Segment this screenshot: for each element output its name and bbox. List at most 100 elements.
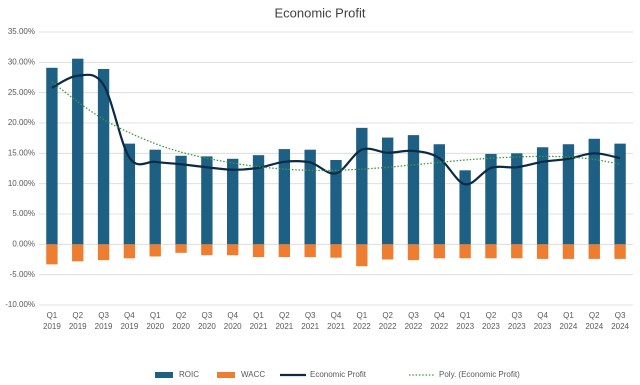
- x-tick-label: 2022: [353, 322, 371, 331]
- bar: [614, 244, 626, 259]
- chart-title: Economic Profit: [274, 5, 365, 20]
- y-tick-label: 30.00%: [8, 57, 35, 66]
- x-tick-label: 2023: [482, 322, 500, 331]
- bar: [459, 244, 471, 259]
- y-tick-label: 25.00%: [8, 88, 35, 97]
- y-tick-label: 5.00%: [12, 209, 35, 218]
- x-tick-label: Q4: [537, 311, 548, 320]
- x-tick-label: Q1: [563, 311, 574, 320]
- x-tick-label: 2022: [405, 322, 423, 331]
- bar: [562, 144, 575, 245]
- bar: [381, 137, 394, 245]
- x-tick-label: 2019: [43, 322, 61, 331]
- x-tick-label: Q1: [47, 311, 58, 320]
- x-tick-label: Q4: [227, 311, 238, 320]
- bar: [304, 149, 316, 245]
- legend-label: ROIC: [179, 370, 199, 379]
- bar: [485, 153, 497, 245]
- bar: [175, 244, 187, 253]
- bar: [381, 244, 394, 260]
- bar: [97, 69, 110, 245]
- bar: [356, 127, 368, 245]
- x-tick-label: Q2: [589, 311, 600, 320]
- x-tick-label: 2019: [95, 322, 113, 331]
- bar: [175, 155, 187, 245]
- x-tick-label: Q3: [305, 311, 316, 320]
- legend-swatch: [217, 372, 235, 378]
- y-tick-label: -5.00%: [10, 270, 35, 279]
- bar: [614, 143, 626, 245]
- bar: [123, 143, 136, 245]
- x-tick-label: 2019: [69, 322, 87, 331]
- bar: [201, 244, 213, 256]
- x-tick-label: 2023: [508, 322, 526, 331]
- bar: [72, 58, 84, 245]
- x-tick-label: Q1: [150, 311, 161, 320]
- x-tick-label: 2021: [250, 322, 268, 331]
- x-tick-label: Q3: [408, 311, 419, 320]
- x-tick-label: Q3: [511, 311, 522, 320]
- bar: [46, 67, 58, 245]
- x-tick-label: 2020: [146, 322, 164, 331]
- bar: [536, 244, 549, 259]
- bar: [536, 147, 549, 245]
- bar: [330, 244, 342, 258]
- bar: [433, 144, 445, 245]
- x-tick-label: Q2: [279, 311, 290, 320]
- bar: [201, 156, 213, 245]
- bar: [123, 244, 136, 259]
- bar: [227, 244, 239, 256]
- bar: [588, 138, 600, 245]
- bar: [227, 158, 239, 245]
- x-tick-label: 2022: [430, 322, 448, 331]
- bar: [407, 244, 420, 261]
- y-tick-label: 10.00%: [8, 179, 35, 188]
- bar: [278, 149, 291, 245]
- x-tick-label: 2021: [327, 322, 345, 331]
- y-tick-label: 15.00%: [8, 148, 35, 157]
- x-tick-label: 2020: [172, 322, 190, 331]
- x-tick-label: Q3: [98, 311, 109, 320]
- line: [51, 73, 621, 186]
- bar: [278, 244, 291, 258]
- x-tick-label: 2024: [585, 322, 603, 331]
- bar: [588, 244, 600, 259]
- x-tick-label: 2024: [611, 322, 629, 331]
- x-tick-label: Q4: [434, 311, 445, 320]
- bar: [511, 153, 523, 245]
- x-tick-label: 2023: [456, 322, 474, 331]
- legend-swatch: [155, 372, 173, 378]
- x-tick-label: Q3: [202, 311, 213, 320]
- x-tick-label: Q1: [253, 311, 264, 320]
- legend-label: Poly. (Economic Profit): [439, 370, 520, 379]
- bar: [330, 160, 342, 245]
- legend-label: Economic Profit: [310, 370, 367, 379]
- x-tick-label: Q1: [356, 311, 367, 320]
- x-tick-label: Q2: [176, 311, 187, 320]
- y-tick-label: 35.00%: [8, 27, 35, 36]
- bar: [149, 244, 161, 257]
- bar: [433, 244, 445, 259]
- x-tick-label: Q2: [382, 311, 393, 320]
- bar: [562, 244, 575, 259]
- x-tick-label: Q4: [331, 311, 342, 320]
- x-tick-label: Q4: [124, 311, 135, 320]
- bar: [252, 244, 265, 258]
- y-tick-label: 0.00%: [12, 239, 35, 248]
- x-tick-label: 2020: [224, 322, 242, 331]
- bar: [511, 244, 523, 259]
- x-tick-label: 2021: [275, 322, 293, 331]
- bar: [252, 155, 265, 245]
- x-tick-label: 2023: [534, 322, 552, 331]
- trend-line: [51, 81, 621, 172]
- x-tick-label: Q2: [72, 311, 83, 320]
- x-tick-label: Q3: [615, 311, 626, 320]
- bar: [46, 244, 58, 265]
- y-tick-label: -10.00%: [5, 300, 35, 309]
- bar: [356, 244, 368, 267]
- x-tick-label: 2021: [301, 322, 319, 331]
- x-tick-label: 2022: [379, 322, 397, 331]
- x-tick-label: 2020: [198, 322, 216, 331]
- x-tick-label: 2019: [120, 322, 138, 331]
